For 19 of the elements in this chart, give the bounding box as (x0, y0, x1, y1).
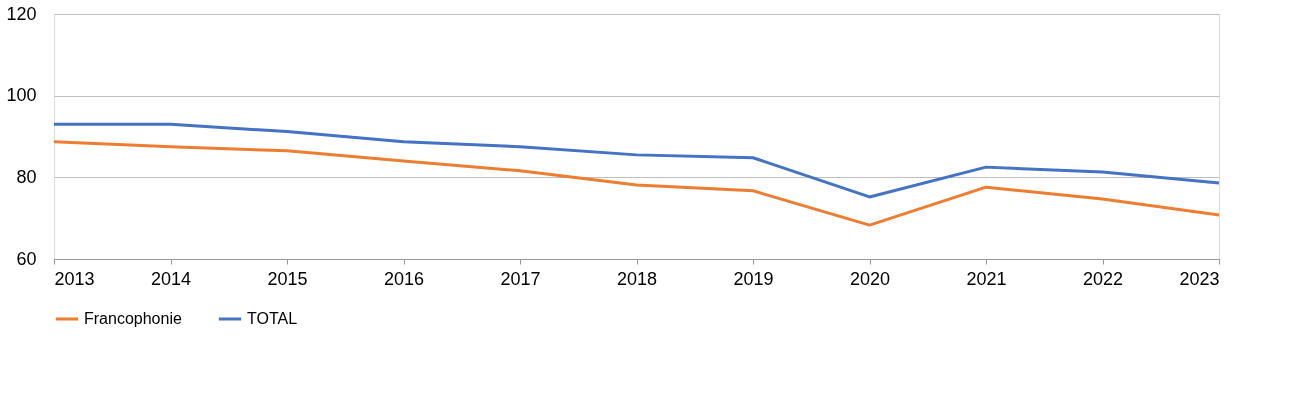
x-tick-label: 2023 (1179, 268, 1220, 289)
line-series (52, 140, 1221, 227)
x-tick-label: 2017 (500, 268, 541, 289)
y-tick-label: 100 (6, 85, 37, 106)
x-tick-label: 2013 (54, 268, 95, 289)
line-series (52, 122, 1221, 199)
x-tick-label: 2014 (150, 268, 192, 289)
y-tick-label: 120 (6, 3, 37, 24)
x-tick-label: 2016 (383, 268, 425, 289)
y-tick-label: 80 (16, 166, 37, 187)
x-tick-label: 2021 (966, 268, 1007, 289)
x-tick-label: 2020 (849, 268, 891, 289)
legend-label: Francophonie (84, 310, 182, 327)
legend-label: TOTAL (247, 310, 298, 327)
x-tick-label: 2019 (733, 268, 774, 289)
x-tick-label: 2018 (616, 268, 658, 289)
y-tick-label: 60 (16, 248, 37, 269)
x-tick-label: 2015 (267, 268, 308, 289)
x-tick-label: 2022 (1082, 268, 1124, 289)
